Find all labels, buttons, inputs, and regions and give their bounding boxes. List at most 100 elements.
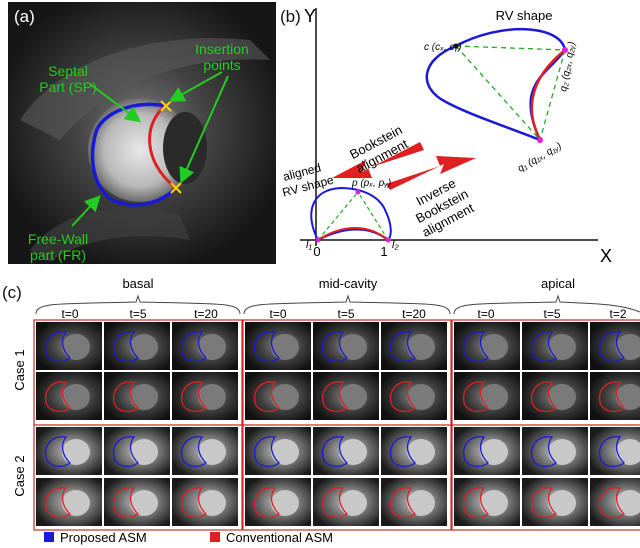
tick-1: 1 <box>380 244 387 259</box>
y-axis-label: Y <box>304 6 316 26</box>
group-apical: apical <box>541 276 575 291</box>
proposed-asm-contour <box>530 436 557 468</box>
point-q1-label: q₁ (q₁ₓ, q₁ᵧ) <box>516 141 564 175</box>
mri-thumbnail <box>454 372 520 420</box>
mri-thumbnail <box>313 372 379 420</box>
conventional-asm-contour <box>598 381 625 413</box>
mri-thumbnail <box>36 427 102 475</box>
proposed-asm-contour <box>112 436 139 468</box>
mri-thumbnail <box>36 478 102 526</box>
insertion-point-top <box>160 100 172 112</box>
legend: Proposed ASM Conventional ASM <box>44 530 333 545</box>
bookstein-arrow <box>332 142 424 178</box>
mri-thumbnail <box>313 427 379 475</box>
time-label: t=0 <box>269 307 286 321</box>
legend-conventional-swatch <box>210 532 220 542</box>
conventional-asm-contour <box>389 487 416 519</box>
mri-thumbnail <box>522 322 588 370</box>
conventional-asm-contour <box>44 487 71 519</box>
mri-thumbnail <box>172 478 238 526</box>
conventional-asm-contour <box>389 381 416 413</box>
mri-thumbnail <box>590 427 640 475</box>
panel-b-label: (b) <box>280 7 301 26</box>
time-label: t=2 <box>609 307 626 321</box>
time-label: t=0 <box>61 307 78 321</box>
mri-thumbnail <box>522 478 588 526</box>
mri-thumbnail <box>245 372 311 420</box>
mri-thumbnail <box>590 322 640 370</box>
mri-thumbnail <box>104 372 170 420</box>
proposed-asm-contour <box>462 331 489 363</box>
mri-thumbnail <box>381 322 447 370</box>
conventional-asm-contour <box>530 381 557 413</box>
proposed-asm-contour <box>598 436 625 468</box>
panel-c-label: (c) <box>2 283 22 302</box>
proposed-asm-contour <box>389 436 416 468</box>
insertion-label-1: Insertion <box>195 41 249 57</box>
legend-conventional-label: Conventional ASM <box>226 530 333 545</box>
conventional-asm-contour <box>253 381 280 413</box>
point-q2-label: q₂ (q₂ₓ, q₂ᵧ) <box>558 41 578 93</box>
mri-thumbnail <box>104 478 170 526</box>
mri-thumbnail <box>454 427 520 475</box>
mri-thumbnail <box>454 478 520 526</box>
legend-proposed-swatch <box>44 532 54 542</box>
conventional-asm-contour <box>112 487 139 519</box>
group-mid-cavity: mid-cavity <box>319 276 378 291</box>
thumbnail-grid <box>36 322 640 526</box>
proposed-asm-contour <box>180 436 207 468</box>
mri-thumbnail <box>36 322 102 370</box>
time-label: t=5 <box>337 307 354 321</box>
proposed-asm-contour <box>389 331 416 363</box>
conventional-asm-contour <box>462 381 489 413</box>
proposed-asm-contour <box>321 331 348 363</box>
mri-thumbnail <box>454 322 520 370</box>
conventional-asm-contour <box>253 487 280 519</box>
conventional-asm-contour <box>462 487 489 519</box>
conventional-asm-contour <box>530 487 557 519</box>
insertion-label-2: points <box>203 57 240 73</box>
freewall-label-1: Free-Wall <box>28 231 88 247</box>
time-label: t=5 <box>543 307 560 321</box>
mri-thumbnail <box>590 478 640 526</box>
aligned-rv-outline <box>310 186 392 242</box>
tick-0: 0 <box>313 244 320 259</box>
l2-label: l₂ <box>392 239 399 251</box>
conventional-asm-contour <box>112 381 139 413</box>
conventional-asm-contour <box>180 487 207 519</box>
proposed-asm-contour <box>180 331 207 363</box>
conventional-asm-contour <box>44 381 71 413</box>
mri-thumbnail <box>245 322 311 370</box>
time-label: t=5 <box>129 307 146 321</box>
proposed-asm-contour <box>253 331 280 363</box>
mri-thumbnail <box>313 478 379 526</box>
lv-cavity <box>88 98 192 202</box>
proposed-asm-contour <box>530 331 557 363</box>
mri-thumbnail <box>172 372 238 420</box>
mri-thumbnail <box>104 322 170 370</box>
septal-label-1: Septal <box>48 63 88 79</box>
proposed-asm-contour <box>462 436 489 468</box>
mri-thumbnail <box>313 322 379 370</box>
group-basal: basal <box>122 276 153 291</box>
panel-c: (c) basal mid-cavity apical t=0 t=5 t=20… <box>2 276 640 531</box>
proposed-asm-contour <box>44 436 71 468</box>
proposed-asm-contour <box>44 331 71 363</box>
point-c-label: c (cₓ, cᵧ) <box>424 42 461 53</box>
mri-thumbnail <box>245 427 311 475</box>
rv-septal-contour <box>148 104 177 190</box>
septal-label-2: Part (SP) <box>39 79 97 95</box>
mri-thumbnail <box>104 427 170 475</box>
proposed-asm-contour <box>253 436 280 468</box>
panel-b: (b) Y X RV shape c (cₓ, cᵧ) q₂ (q₂ₓ, q₂ᵧ… <box>280 6 612 266</box>
insertion-point-bottom <box>170 182 182 194</box>
proposed-asm-contour <box>112 331 139 363</box>
mri-thumbnail <box>381 478 447 526</box>
proposed-asm-contour <box>598 331 625 363</box>
conventional-asm-contour <box>598 487 625 519</box>
inverse-bookstein-arrow <box>386 156 476 190</box>
time-label: t=20 <box>194 307 218 321</box>
time-label: t=20 <box>402 307 426 321</box>
mri-thumbnail <box>381 427 447 475</box>
